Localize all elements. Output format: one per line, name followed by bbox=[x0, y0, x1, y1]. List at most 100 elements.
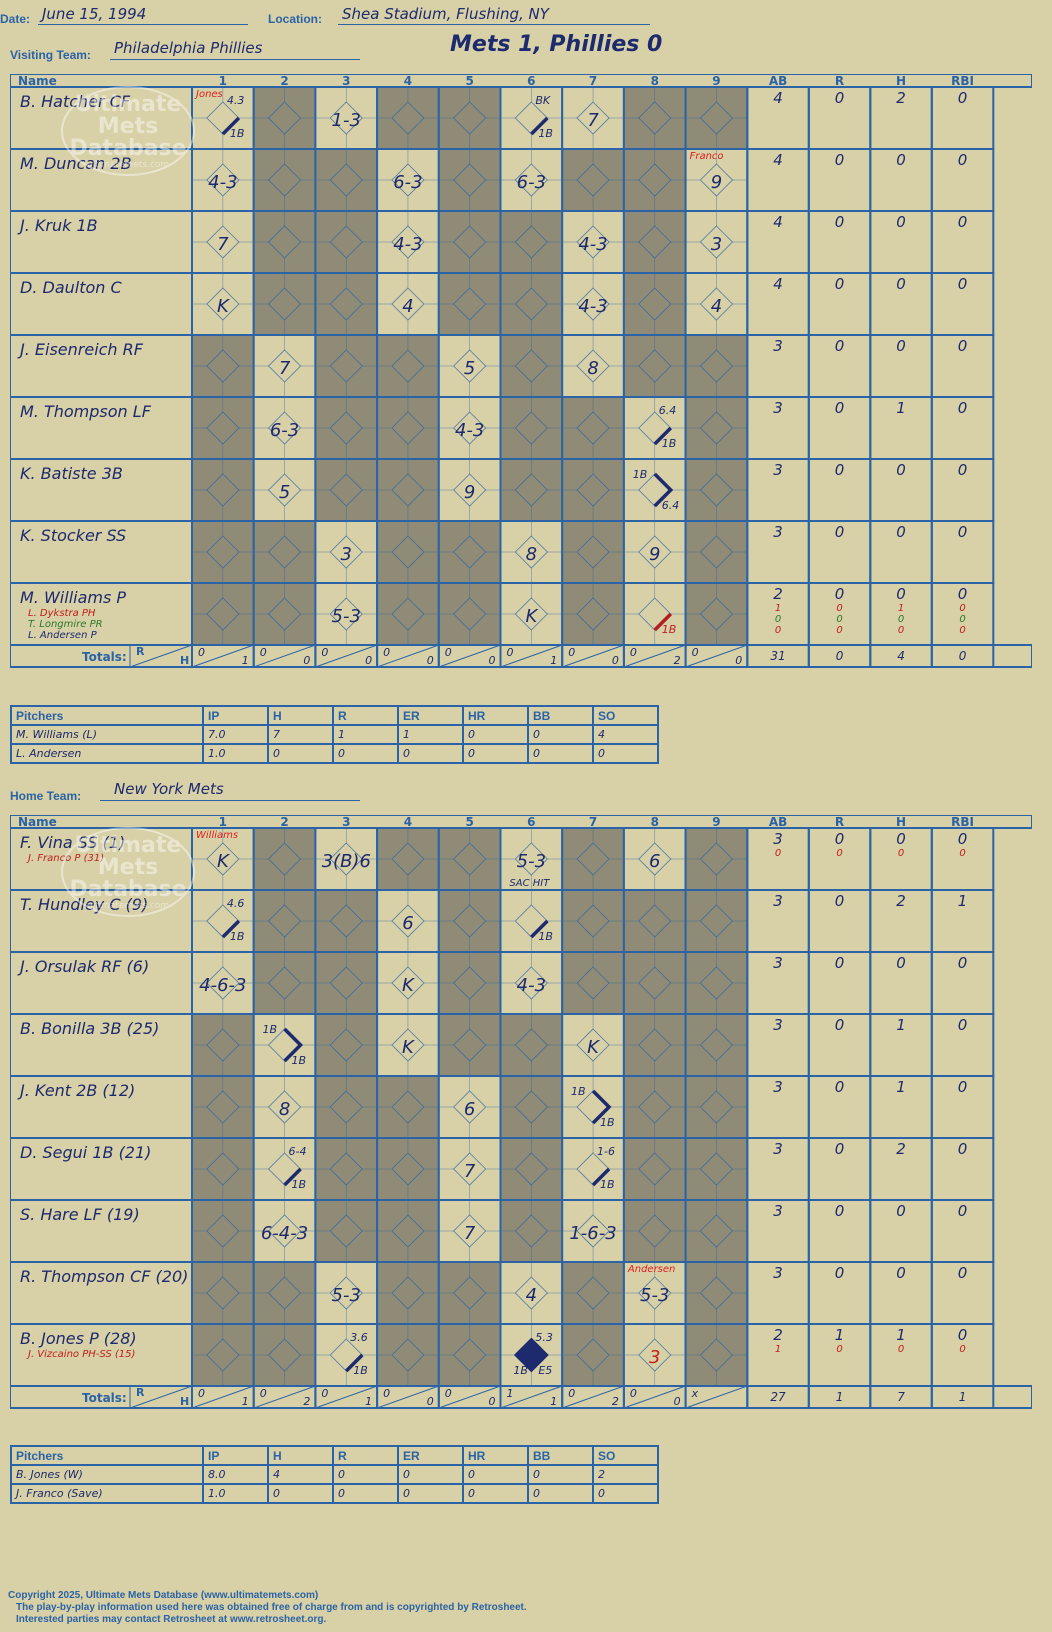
stat-value: 0 bbox=[958, 830, 968, 848]
play-notation: 8 bbox=[279, 1099, 290, 1120]
stat-value: 0 bbox=[896, 585, 906, 603]
play-notation: 3(B)6 bbox=[322, 851, 371, 872]
stat-value: 0 bbox=[835, 213, 845, 231]
stat-value: 3 bbox=[773, 1016, 783, 1034]
stat-value: 3 bbox=[773, 892, 783, 910]
stat-value: 0 bbox=[836, 1344, 842, 1355]
run-scored-diamond bbox=[513, 1337, 549, 1373]
play-annotation: 1B bbox=[513, 1364, 528, 1377]
stat-value: 0 bbox=[835, 523, 845, 541]
inning-runs: 0 bbox=[445, 1387, 452, 1400]
player-name: J. Eisenreich RF bbox=[17, 340, 144, 359]
basepath-single bbox=[530, 116, 549, 136]
substitute-name: L. Dykstra PH bbox=[28, 608, 96, 619]
so-header: SO bbox=[592, 705, 659, 726]
basepath-single bbox=[221, 116, 241, 136]
home-pitching-header-row: Pitchers IP H R ER HR BB SO bbox=[10, 1445, 659, 1466]
stat-value: 0 bbox=[775, 614, 781, 625]
stat-value: 2 bbox=[896, 89, 906, 107]
play-notation: 4-3 bbox=[393, 234, 422, 255]
inning-header-3: 3 bbox=[342, 74, 350, 88]
stat-value: 0 bbox=[896, 337, 906, 355]
visitors-pitching-header-row: Pitchers IP H R ER HR BB SO bbox=[10, 705, 659, 726]
inning-header-4: 4 bbox=[404, 74, 412, 88]
basepath-double bbox=[653, 472, 674, 508]
date-label: Date: bbox=[0, 12, 31, 26]
stat-value: 0 bbox=[775, 625, 781, 636]
pitchers-header: Pitchers bbox=[10, 1445, 204, 1466]
play-notation: 5 bbox=[279, 482, 290, 503]
inning-runs: 0 bbox=[507, 646, 514, 659]
home-scorecard: Name 1 2 3 4 5 6 7 8 9 AB R H RBI K Williams 3(B)6 5-3 SAC… bbox=[9, 814, 1033, 1433]
play-notation: 4 bbox=[711, 296, 722, 317]
stat-header-rbi: RBI bbox=[951, 74, 974, 88]
inning-hits: 0 bbox=[612, 654, 619, 667]
stat-value: 0 bbox=[836, 848, 842, 859]
basepath-double bbox=[283, 1027, 304, 1063]
stat-value: 0 bbox=[835, 461, 845, 479]
inning-runs: 0 bbox=[383, 646, 390, 659]
inning-hits: 1 bbox=[550, 654, 557, 667]
hr-header: HR bbox=[462, 705, 529, 726]
stat-header-h: H bbox=[896, 815, 906, 829]
play-notation: 6 bbox=[402, 913, 413, 934]
watermark-url: ultimatemets.com bbox=[87, 160, 169, 170]
stat-value: 0 bbox=[958, 151, 968, 169]
play-notation: 5-3 bbox=[332, 1285, 361, 1306]
play-annotation: 1-6 bbox=[597, 1145, 615, 1158]
watermark-line: Database bbox=[69, 877, 186, 902]
footer-retrosheet-contact: Interested parties may contact Retroshee… bbox=[16, 1614, 327, 1625]
inning-total-divider bbox=[376, 644, 439, 668]
stat-value: 0 bbox=[896, 213, 906, 231]
play-notation: 4-3 bbox=[578, 296, 607, 317]
inning-header-5: 5 bbox=[465, 74, 473, 88]
stat-value: 0 bbox=[959, 614, 965, 625]
stat-value: 3 bbox=[773, 523, 783, 541]
inning-total-divider bbox=[376, 1385, 439, 1409]
play-notation: 7 bbox=[464, 1161, 476, 1182]
pitcher-bb: 0 bbox=[527, 724, 594, 745]
stat-header-ab: AB bbox=[769, 74, 787, 88]
home-team-name: New York Mets bbox=[114, 780, 224, 798]
game-location: Shea Stadium, Flushing, NY bbox=[342, 5, 549, 23]
pitcher-h: 7 bbox=[267, 724, 334, 745]
h-header: H bbox=[267, 1445, 334, 1466]
inning-header-6: 6 bbox=[527, 74, 535, 88]
inning-header-4: 4 bbox=[404, 815, 412, 829]
inning-total-divider bbox=[253, 1385, 316, 1409]
play-notation: 7 bbox=[464, 1223, 476, 1244]
bb-header: BB bbox=[527, 705, 594, 726]
play-notation: 5-3 bbox=[640, 1285, 669, 1306]
stat-value: 0 bbox=[896, 151, 906, 169]
stat-value: 0 bbox=[836, 625, 842, 636]
play-notation: 1-3 bbox=[332, 110, 361, 131]
inning-runs: 0 bbox=[321, 1387, 328, 1400]
play-notation: 4 bbox=[402, 296, 413, 317]
stat-value: 1 bbox=[898, 603, 904, 614]
stat-value: 0 bbox=[836, 603, 842, 614]
inning-total-divider bbox=[500, 644, 563, 668]
pitcher-r: 0 bbox=[332, 743, 399, 764]
pitcher-so: 4 bbox=[592, 724, 659, 745]
basepath-single bbox=[653, 612, 672, 632]
inning-runs: 0 bbox=[630, 1387, 637, 1400]
footer-retrosheet-notice: The play-by-play information used here w… bbox=[16, 1602, 527, 1613]
er-header: ER bbox=[397, 1445, 464, 1466]
basepath-single bbox=[283, 1167, 302, 1187]
pitcher-ip: 1.0 bbox=[202, 743, 269, 764]
visitors-scorecard: Name 1 2 3 4 5 6 7 8 9 AB R H RBI 4.3 1B Jones 1-3 BK 1B 7 B.… bbox=[9, 73, 1033, 692]
pitcher-hr: 0 bbox=[462, 1464, 529, 1485]
inning-runs: 0 bbox=[198, 646, 205, 659]
player-name: T. Hundley C (9) bbox=[20, 895, 148, 914]
pitching-change-note: Andersen bbox=[627, 1264, 676, 1275]
inning-header-3: 3 bbox=[342, 815, 350, 829]
home-pitching-table: Pitchers IP H R ER HR BB SO B. Jones (W)… bbox=[10, 1445, 659, 1504]
totals-label: Totals: bbox=[82, 1391, 127, 1405]
rh-h-label: H bbox=[180, 1395, 189, 1408]
pitcher-h: 0 bbox=[267, 1483, 334, 1504]
inning-runs: 0 bbox=[445, 646, 452, 659]
stat-value: 1 bbox=[896, 1326, 906, 1344]
stat-value: 0 bbox=[835, 1264, 845, 1282]
stat-value: 0 bbox=[958, 1326, 968, 1344]
